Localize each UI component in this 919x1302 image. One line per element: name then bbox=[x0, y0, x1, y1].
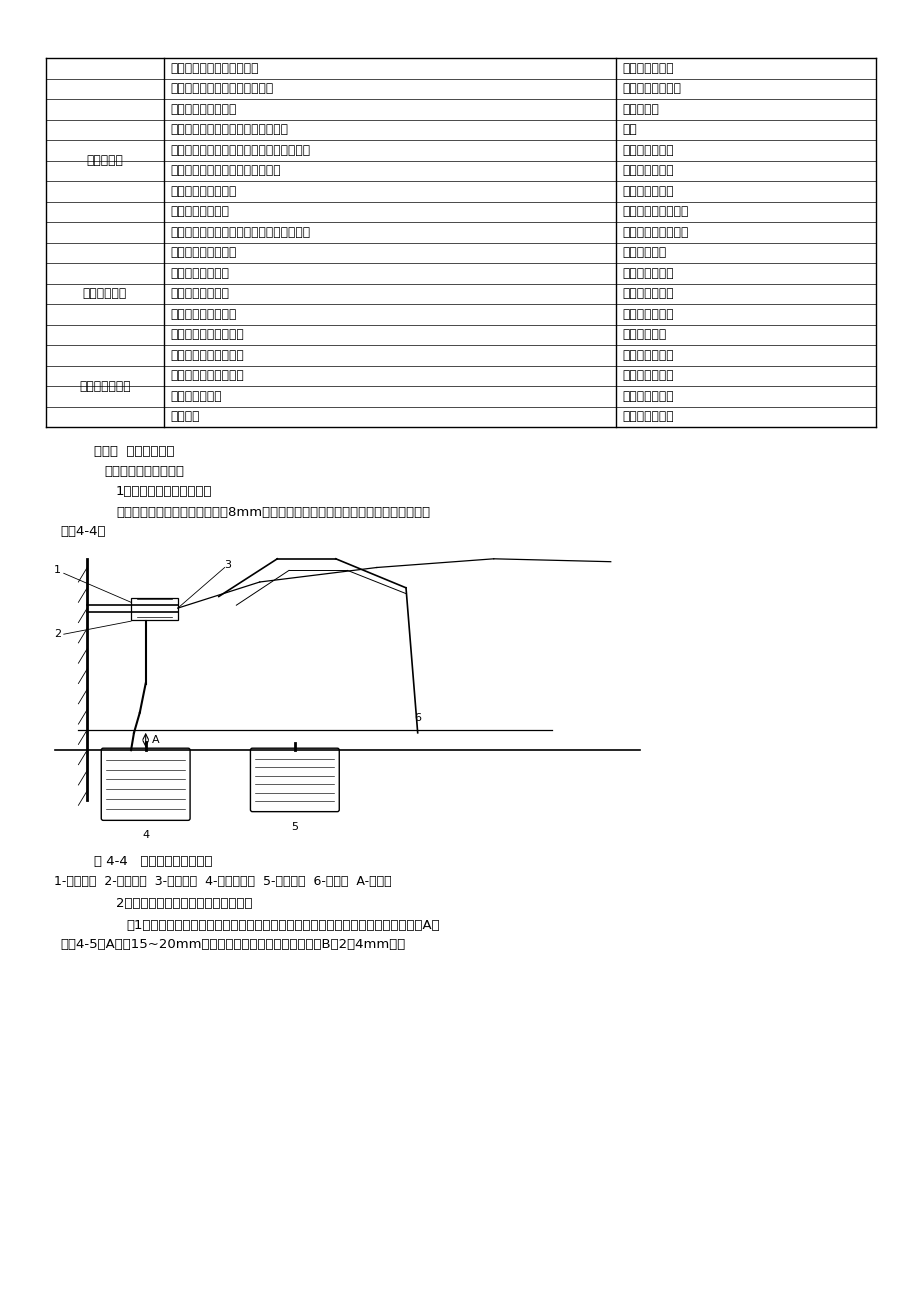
Text: 离合器摩擦片有油污: 离合器摩擦片有油污 bbox=[170, 103, 236, 116]
Text: 一、离合器踏板的检修: 一、离合器踏板的检修 bbox=[104, 465, 184, 478]
Text: 离合器摩擦片总成摆振，或摩擦片接触不良: 离合器摩擦片总成摆振，或摩擦片接触不良 bbox=[170, 143, 310, 156]
Text: 离合器摩擦片磨亮（呈玻璃状）: 离合器摩擦片磨亮（呈玻璃状） bbox=[170, 82, 273, 95]
Text: 离合器踏板高度比制动踏板高约8mm，否则可调整踏板托架上的调整螺栓进行调整，: 离合器踏板高度比制动踏板高约8mm，否则可调整踏板托架上的调整螺栓进行调整， bbox=[116, 506, 430, 519]
Text: 更换压盘总成或飞轮: 更换压盘总成或飞轮 bbox=[621, 206, 687, 219]
Text: A: A bbox=[152, 736, 159, 745]
Text: 离合器摩擦片异响: 离合器摩擦片异响 bbox=[170, 288, 229, 301]
Text: 离合器摩擦片浸有油液: 离合器摩擦片浸有油液 bbox=[170, 349, 244, 362]
Text: 输入轴前轴承磨损: 输入轴前轴承磨损 bbox=[170, 267, 229, 280]
Text: 拧紧，或更换安装垫: 拧紧，或更换安装垫 bbox=[621, 225, 687, 238]
Text: 离合摩擦片铆钉松动: 离合摩擦片铆钉松动 bbox=[170, 185, 236, 198]
Text: 见图4-4。: 见图4-4。 bbox=[60, 525, 106, 538]
Text: 更换摩擦片总成: 更换摩擦片总成 bbox=[621, 288, 673, 301]
FancyBboxPatch shape bbox=[101, 749, 190, 820]
Text: 4: 4 bbox=[142, 831, 149, 840]
Text: 离合器摩擦片总成的减振扭簧变弱: 离合器摩擦片总成的减振扭簧变弱 bbox=[170, 164, 280, 177]
Text: 更换摩擦片总成: 更换摩擦片总成 bbox=[621, 370, 673, 383]
Text: 更换摩擦片总成: 更换摩擦片总成 bbox=[621, 164, 673, 177]
Text: 更换摩擦片总成: 更换摩擦片总成 bbox=[621, 61, 673, 74]
Text: 1-调整螺栓  2-锁紧螺母  3-踏板支架  4-离合器踏板  5-制动踏板  6-测量板  A-高度差: 1-调整螺栓 2-锁紧螺母 3-踏板支架 4-离合器踏板 5-制动踏板 6-测量… bbox=[54, 875, 391, 888]
Text: 1: 1 bbox=[54, 565, 61, 575]
Text: 见图4-5。A应为15~20mm，否则调整离合器拉索自由行程（B为2～4mm）。: 见图4-5。A应为15~20mm，否则调整离合器拉索自由行程（B为2～4mm）。 bbox=[60, 937, 404, 950]
Text: 2: 2 bbox=[53, 629, 61, 639]
Text: 离合器摩擦片磨损严重: 离合器摩擦片磨损严重 bbox=[170, 370, 244, 383]
Text: 发动机安装垫损坏，或安装螺栓或螺母松动: 发动机安装垫损坏，或安装螺栓或螺母松动 bbox=[170, 225, 310, 238]
Text: 压盘和膜片弹簧有异响: 压盘和膜片弹簧有异响 bbox=[170, 328, 244, 341]
Text: 更换摩擦片总成: 更换摩擦片总成 bbox=[621, 143, 673, 156]
Text: 1、离合器踏板高度的检查: 1、离合器踏板高度的检查 bbox=[116, 486, 212, 497]
Text: 离合器摩擦片有裂纹: 离合器摩擦片有裂纹 bbox=[170, 307, 236, 320]
Text: 离合器摩擦片有损伤或油污: 离合器摩擦片有损伤或油污 bbox=[170, 61, 258, 74]
Text: 离合器有噪声: 离合器有噪声 bbox=[83, 288, 127, 301]
Text: 更换摩擦片总成: 更换摩擦片总成 bbox=[621, 307, 673, 320]
Text: 更换摩擦片总成: 更换摩擦片总成 bbox=[621, 185, 673, 198]
FancyBboxPatch shape bbox=[250, 749, 339, 811]
Text: 图 4-4   离合器踏板高度调整: 图 4-4 离合器踏板高度调整 bbox=[94, 855, 212, 868]
Text: 扭簧变弱: 扭簧变弱 bbox=[170, 410, 199, 423]
Text: 更换摩擦片总成: 更换摩擦片总成 bbox=[621, 410, 673, 423]
Text: 润滑: 润滑 bbox=[621, 124, 636, 137]
Text: 第三节  离合器的检修: 第三节 离合器的检修 bbox=[94, 445, 175, 458]
Text: 更换摩擦片: 更换摩擦片 bbox=[621, 103, 658, 116]
Text: 5: 5 bbox=[291, 822, 298, 832]
Text: 更换输入轴轴承: 更换输入轴轴承 bbox=[621, 267, 673, 280]
Text: 压盘或飞轮面变形: 压盘或飞轮面变形 bbox=[170, 206, 229, 219]
Text: 铆钉头露出片面: 铆钉头露出片面 bbox=[170, 389, 221, 402]
Text: 2、离合器踏板自由行程的检查与调整: 2、离合器踏板自由行程的检查与调整 bbox=[116, 897, 252, 910]
Text: 3: 3 bbox=[224, 560, 232, 569]
Text: 更换分离轴承: 更换分离轴承 bbox=[621, 246, 665, 259]
Text: 更换压盘总成: 更换压盘总成 bbox=[621, 328, 665, 341]
Text: 离合器振动: 离合器振动 bbox=[86, 154, 123, 167]
Text: 修理或更换摩擦片: 修理或更换摩擦片 bbox=[621, 82, 680, 95]
Text: （1）踩离合器踏板，当感到离合器有阻力时，停止踩动，测定离合器踏板自由行程A，: （1）踩离合器踏板，当感到离合器有阻力时，停止踩动，测定离合器踏板自由行程A， bbox=[126, 919, 439, 932]
Text: 更换摩擦片总成: 更换摩擦片总成 bbox=[621, 349, 673, 362]
Text: 更换摩擦片总成: 更换摩擦片总成 bbox=[621, 389, 673, 402]
Text: 离合器不能脱开: 离合器不能脱开 bbox=[79, 379, 130, 392]
Bar bbox=[130, 598, 177, 620]
Text: 分离轴承在变速器轴承套上滑动不良: 分离轴承在变速器轴承套上滑动不良 bbox=[170, 124, 288, 137]
Text: 6: 6 bbox=[414, 713, 421, 724]
Text: 分离轴承磨损或损坏: 分离轴承磨损或损坏 bbox=[170, 246, 236, 259]
